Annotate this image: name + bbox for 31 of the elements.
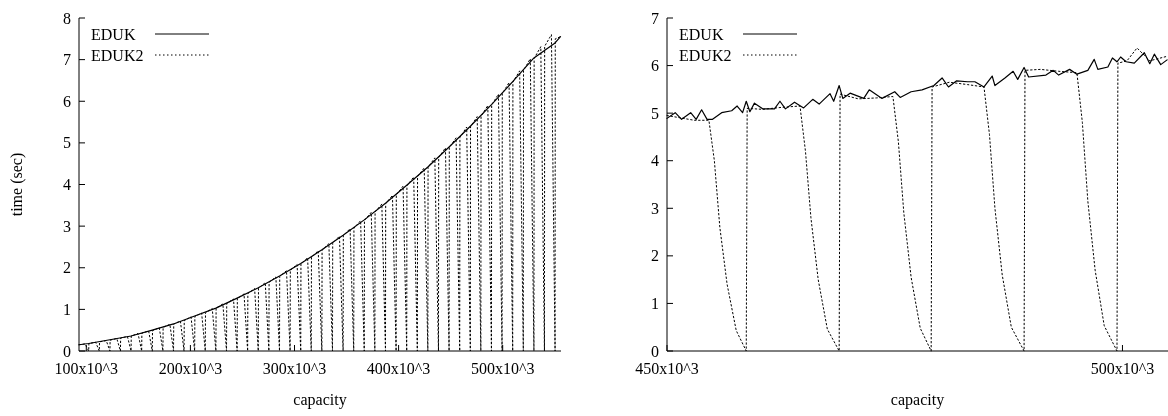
y-tick-label: 1 [63,300,71,318]
y-tick-label: 7 [63,51,71,69]
x-tick-label: 500x10^3 [470,360,535,377]
y-tick-label: 5 [63,134,71,152]
y-tick-label: 5 [651,104,659,122]
y-tick-label: 1 [651,295,659,313]
y-tick-label: 4 [651,152,659,170]
x-tick-label: 450x10^3 [635,360,699,377]
y-tick-label: 2 [651,247,659,265]
x-tick-label: 500x10^3 [1090,360,1155,377]
x-tick-label: 100x10^3 [54,360,119,377]
y-tick-label: 3 [63,217,71,235]
legend-label: EDUK [679,25,724,43]
legend-label: EDUK [91,25,136,43]
x-tick-label: 400x10^3 [366,360,431,377]
legend-label: EDUK2 [679,46,732,64]
y-axis-title: time (sec) [8,152,26,217]
y-tick-label: 8 [63,9,71,27]
x-tick-label: 200x10^3 [158,360,223,377]
x-axis-title: capacity [890,391,945,409]
y-tick-label: 7 [651,9,659,27]
y-tick-label: 4 [63,176,71,194]
y-tick-label: 0 [651,342,659,360]
x-tick-label: 300x10^3 [262,360,327,377]
legend-label: EDUK2 [91,46,144,64]
y-tick-label: 6 [63,92,71,110]
y-tick-label: 6 [651,57,659,75]
y-tick-label: 3 [651,199,659,217]
y-tick-label: 0 [63,342,71,360]
y-tick-label: 2 [63,259,71,277]
x-axis-title: capacity [293,391,347,409]
